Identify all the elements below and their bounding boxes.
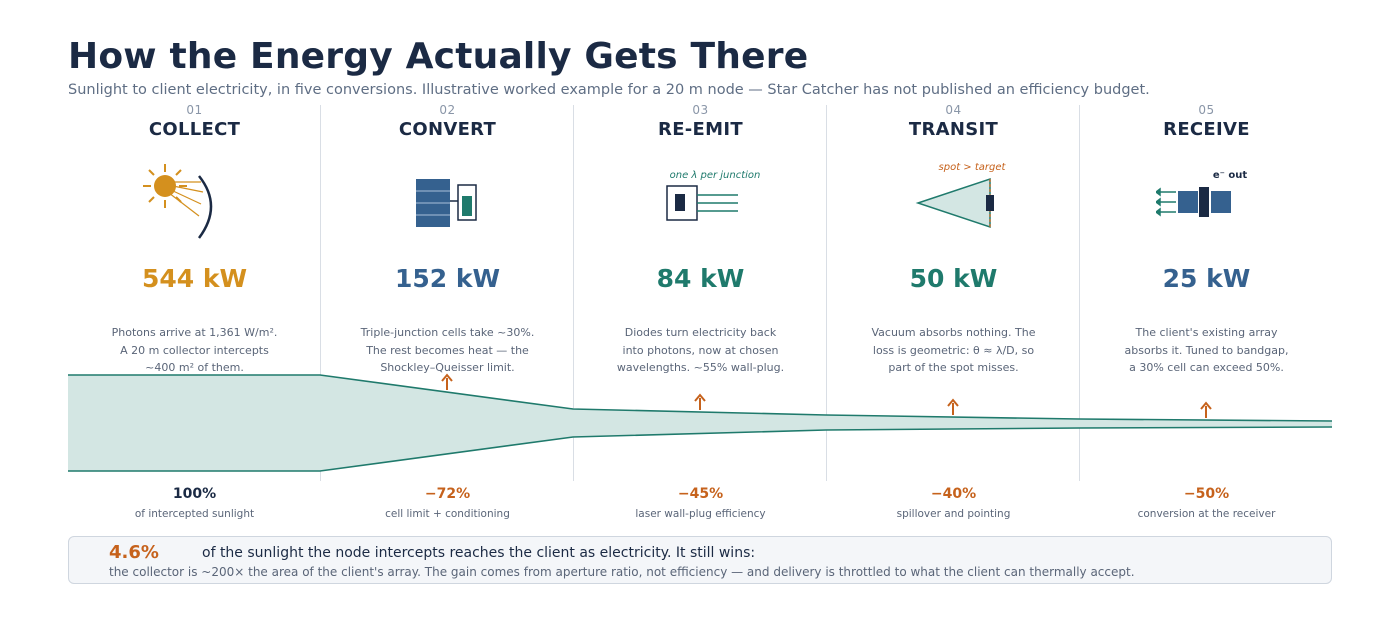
- stage-name: TRANSIT: [908, 119, 999, 140]
- flow-band-bottom-edge: [68, 426, 1333, 472]
- description-line: Shockley–Queisser limit.: [380, 361, 515, 374]
- stage-loss-value: −50%: [1183, 486, 1230, 502]
- icon-label: spot > target: [938, 162, 1006, 173]
- page-subtitle: Sunlight to client electricity, in five …: [68, 82, 1150, 98]
- loss-arrow-icon: [947, 398, 959, 415]
- summary-body: the collector is ~200× the area of the c…: [109, 565, 1135, 579]
- description-line: wavelengths. ~55% wall-plug.: [616, 361, 785, 374]
- stage-loss-caption: cell limit + conditioning: [385, 508, 510, 520]
- stage-power: 84 kW: [656, 264, 745, 293]
- stage-convert: 02 CONVERT: [321, 103, 574, 140]
- description-line: A 20 m collector intercepts: [120, 343, 269, 357]
- description-line: Photons arrive at 1,361 W/m².: [111, 326, 278, 339]
- page-title: How the Energy Actually Gets There: [68, 36, 809, 77]
- stage-description: Vacuum absorbs nothing. The loss is geom…: [827, 324, 1080, 377]
- description-line: Triple-junction cells take ~30%.: [360, 326, 535, 339]
- stage-power: 152 kW: [394, 264, 501, 293]
- stage-loss-value: −72%: [424, 486, 471, 502]
- receiver-satellite-icon: [1156, 187, 1231, 217]
- stage-transit: 04 TRANSIT: [827, 103, 1080, 140]
- description-line: Vacuum absorbs nothing. The: [871, 326, 1036, 339]
- sun-collector-icon: [143, 164, 213, 239]
- description-line: into photons, now at chosen: [622, 343, 779, 357]
- stage-re-emit: 03 RE-EMIT: [574, 103, 827, 140]
- description-line: The rest becomes heat — the: [366, 343, 529, 357]
- beam-spot-icon: [915, 177, 994, 229]
- stage-name: CONVERT: [398, 119, 497, 140]
- description-line: absorbs it. Tuned to bandgap,: [1124, 343, 1289, 357]
- laser-diode-icon: [666, 185, 738, 221]
- stage-loss-value: −40%: [930, 486, 977, 502]
- icon-label: one λ per junction: [669, 170, 761, 181]
- stage-name: RE-EMIT: [658, 119, 743, 140]
- summary-box: 4.6% of the sunlight the node intercepts…: [68, 536, 1332, 584]
- flow-band-top-edge: [68, 374, 1333, 422]
- stage-name: COLLECT: [148, 119, 241, 140]
- flow-band-fill: [68, 375, 1332, 471]
- stage-power: 25 kW: [1162, 264, 1251, 293]
- summary-percent: 4.6%: [109, 542, 159, 563]
- stage-number: 02: [439, 103, 456, 117]
- stage-description: Triple-junction cells take ~30%. The res…: [321, 324, 574, 377]
- loss-arrow-icon: [694, 393, 706, 410]
- description-line: part of the spot misses.: [888, 361, 1019, 374]
- description-line: The client's existing array: [1135, 326, 1278, 339]
- stage-description: Photons arrive at 1,361 W/m². A 20 m col…: [68, 324, 321, 377]
- summary-headline: of the sunlight the node intercepts reac…: [202, 545, 756, 561]
- stage-number: 03: [692, 103, 709, 117]
- loss-arrow-icon: [441, 373, 453, 390]
- stage-power: 544 kW: [141, 264, 248, 293]
- stage-loss-caption: spillover and pointing: [896, 508, 1011, 520]
- description-line: loss is geometric: θ ≈ λ/D, so: [872, 343, 1035, 357]
- stage-collect: 01 COLLECT: [68, 103, 321, 140]
- description-line: Diodes turn electricity back: [624, 326, 777, 339]
- stage-loss-value: −45%: [677, 486, 724, 502]
- stage-description: Diodes turn electricity back into photon…: [574, 324, 827, 377]
- loss-arrow-icon: [1200, 401, 1212, 418]
- stage-loss-caption: of intercepted sunlight: [134, 508, 255, 520]
- stage-name: RECEIVE: [1163, 119, 1250, 140]
- stage-number: 01: [186, 103, 203, 117]
- solar-cell-icon: [416, 179, 477, 227]
- description-line: ~400 m² of them.: [145, 361, 244, 374]
- stage-power: 50 kW: [909, 264, 998, 293]
- column-divider: [826, 105, 827, 481]
- stage-receive: 05 RECEIVE: [1080, 103, 1333, 140]
- description-line: a 30% cell can exceed 50%.: [1129, 361, 1284, 374]
- column-divider: [320, 105, 321, 481]
- stage-loss-value: 100%: [172, 486, 217, 502]
- icon-label: e⁻ out: [1212, 170, 1248, 181]
- stage-loss-caption: laser wall-plug efficiency: [635, 508, 766, 520]
- stage-loss-caption: conversion at the receiver: [1137, 508, 1276, 520]
- column-divider: [573, 105, 574, 481]
- column-divider: [1079, 105, 1080, 481]
- stage-number: 04: [945, 103, 962, 117]
- stage-number: 05: [1198, 103, 1215, 117]
- stage-description: The client's existing array absorbs it. …: [1080, 324, 1333, 377]
